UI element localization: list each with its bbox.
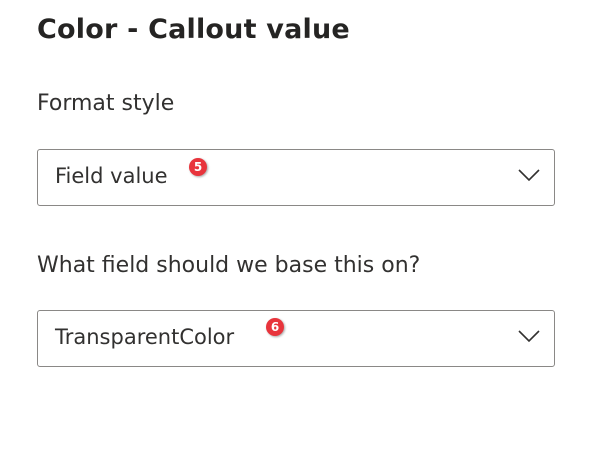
annotation-badge-6: 6 xyxy=(266,318,284,336)
chevron-down-icon xyxy=(518,169,540,182)
base-field-value: TransparentColor xyxy=(55,325,235,349)
format-style-value: Field value xyxy=(55,164,168,188)
format-style-label: Format style xyxy=(37,91,175,116)
chevron-down-icon xyxy=(518,330,540,343)
base-field-dropdown[interactable]: TransparentColor xyxy=(37,310,555,367)
panel-title: Color - Callout value xyxy=(37,14,350,45)
format-style-dropdown[interactable]: Field value xyxy=(37,149,555,206)
base-field-label: What field should we base this on? xyxy=(37,253,421,278)
annotation-badge-5: 5 xyxy=(189,158,207,176)
